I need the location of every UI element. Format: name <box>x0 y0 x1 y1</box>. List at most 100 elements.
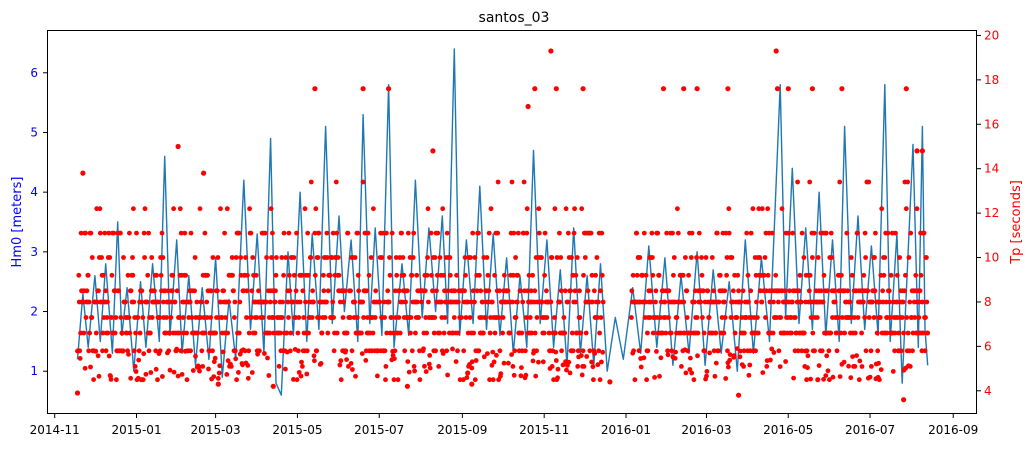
tp-point <box>154 272 160 278</box>
tp-point <box>791 375 796 381</box>
tp-point <box>914 148 920 154</box>
tp-point <box>208 288 214 294</box>
tp-point <box>759 206 765 212</box>
tp-point <box>826 348 832 354</box>
tp-point <box>598 288 603 294</box>
tp-point <box>338 377 344 383</box>
tp-point <box>785 86 791 92</box>
tp-point <box>903 272 908 278</box>
tp-point <box>575 348 581 354</box>
tp-point <box>140 377 146 383</box>
tp-point <box>501 360 507 366</box>
tp-point <box>348 288 353 294</box>
tp-point <box>922 348 928 354</box>
tp-point <box>404 383 410 389</box>
tp-point <box>533 373 539 379</box>
tp-point <box>286 315 291 320</box>
tp-point <box>384 230 389 236</box>
tp-point <box>683 255 688 260</box>
tp-point <box>495 230 501 236</box>
tp-point <box>805 365 810 371</box>
tp-point <box>422 288 428 294</box>
tp-point <box>211 374 217 379</box>
tp-series <box>74 48 931 403</box>
tp-point <box>303 299 308 305</box>
tp-point <box>581 364 587 369</box>
tp-point <box>523 315 529 320</box>
tp-point <box>742 330 747 336</box>
tp-point <box>815 255 821 260</box>
tp-point <box>135 315 141 320</box>
tp-point <box>485 272 491 278</box>
tp-point <box>410 255 416 260</box>
tp-point <box>901 330 906 336</box>
tp-point <box>297 299 303 305</box>
tp-point <box>450 346 455 352</box>
tp-point <box>436 364 442 369</box>
tp-point <box>883 299 889 305</box>
tp-point <box>874 330 880 336</box>
tp-point <box>391 377 397 383</box>
tp-point <box>819 348 825 354</box>
tp-point <box>588 230 594 236</box>
tp-point <box>830 374 836 380</box>
tp-point <box>769 346 775 352</box>
tp-point <box>507 330 513 336</box>
tp-point <box>574 255 580 260</box>
tp-point <box>844 230 850 236</box>
tp-point <box>212 355 218 361</box>
tp-point <box>894 272 900 278</box>
tp-point <box>888 272 894 278</box>
tp-point <box>856 377 862 383</box>
tp-point <box>133 330 139 336</box>
y-right-tick-label: 18 <box>984 73 999 87</box>
tp-point <box>137 330 143 336</box>
tp-point <box>748 288 754 294</box>
tp-point <box>334 230 340 236</box>
tp-point <box>412 368 417 374</box>
tp-point <box>229 255 235 260</box>
tp-point <box>647 315 653 320</box>
tp-point <box>832 288 838 294</box>
tp-point <box>183 272 189 278</box>
tp-point <box>313 206 319 212</box>
tp-point <box>197 368 202 374</box>
tp-point <box>805 353 811 359</box>
tp-point <box>126 315 132 320</box>
tp-point <box>747 362 753 368</box>
tp-point <box>166 348 172 354</box>
tp-point <box>564 367 569 373</box>
tp-point <box>515 272 521 278</box>
x-tick-label: 2016-09 <box>928 423 978 437</box>
tp-point <box>302 206 308 212</box>
tp-point <box>896 330 902 336</box>
tp-point <box>645 330 650 336</box>
tp-point <box>298 373 304 379</box>
tp-point <box>190 368 196 373</box>
tp-point <box>226 299 232 305</box>
tp-point <box>383 377 388 383</box>
tp-point <box>464 375 470 380</box>
tp-point <box>702 348 708 354</box>
tp-point <box>536 230 542 236</box>
tp-point <box>316 230 322 236</box>
tp-point <box>862 315 868 320</box>
tp-point <box>845 288 851 294</box>
tp-point <box>724 255 730 260</box>
tp-point <box>701 330 707 336</box>
tp-point <box>296 315 302 320</box>
tp-point <box>348 361 354 366</box>
tp-point <box>414 299 420 305</box>
tp-point <box>386 299 392 305</box>
tp-point <box>441 330 447 336</box>
tp-point <box>325 255 330 260</box>
tp-point <box>515 230 521 236</box>
tp-point <box>862 230 868 236</box>
tp-point <box>392 356 397 361</box>
tp-point <box>210 255 216 260</box>
tp-point <box>249 370 255 375</box>
tp-point <box>141 351 147 357</box>
tp-point <box>694 315 700 320</box>
tp-point <box>645 348 651 354</box>
